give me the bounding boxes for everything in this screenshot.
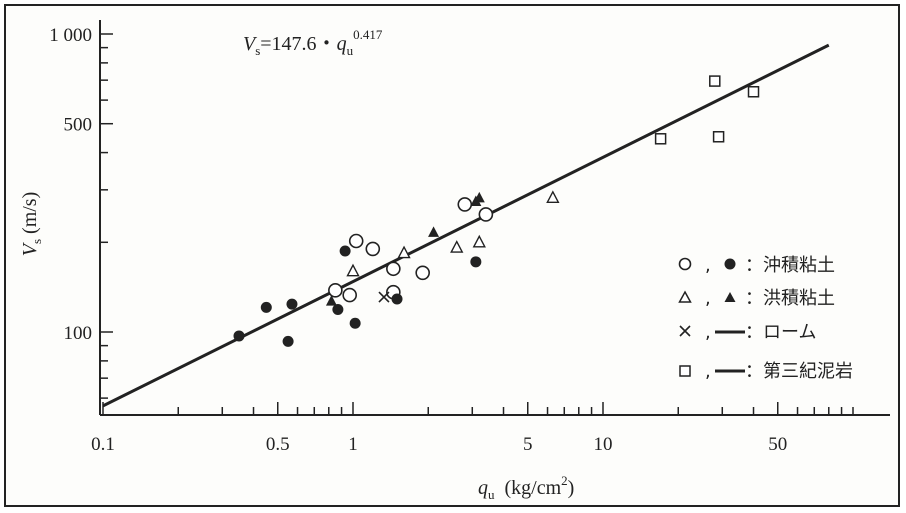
legend-sep: , <box>705 361 711 382</box>
data-point-open-square <box>747 86 760 98</box>
data-point-filled-circle <box>286 298 298 310</box>
data-point-open-circle <box>365 241 381 257</box>
data-point-filled-circle <box>260 301 272 313</box>
y-tick-label: 1 000 <box>49 25 92 46</box>
data-points <box>233 75 760 347</box>
fit-line <box>102 43 830 408</box>
legend-sep: , <box>705 255 711 276</box>
x-tick-label: 5 <box>523 434 533 455</box>
filled-triangle-icon <box>724 292 736 302</box>
legend-sep: , <box>705 322 711 343</box>
legend-sep: , <box>705 288 711 309</box>
data-point-open-triangle <box>546 190 560 204</box>
legend-item-diluvial-clay: , ：洪積粘土 <box>678 288 835 309</box>
legend-label: ：第三紀泥岩 <box>745 361 853 382</box>
data-point-open-circle <box>348 233 364 249</box>
data-point-filled-circle <box>349 317 361 329</box>
data-point-cross <box>378 291 390 303</box>
data-point-open-triangle <box>450 240 464 253</box>
cross-icon <box>679 325 691 337</box>
data-point-filled-circle <box>332 303 344 315</box>
data-point-filled-circle <box>233 330 245 342</box>
x-tick-label: 10 <box>594 434 613 455</box>
data-point-filled-triangle <box>325 295 337 306</box>
legend-label: ：ローム <box>745 322 816 343</box>
data-point-open-circle <box>457 197 473 212</box>
data-point-open-square <box>654 133 667 145</box>
data-point-open-square <box>709 75 721 87</box>
data-point-open-triangle <box>346 263 360 277</box>
y-axis-title: Vs (m/s) <box>19 192 44 257</box>
filled-circle-icon <box>724 258 736 270</box>
open-triangle-icon <box>678 290 692 303</box>
equation: Vs=147.6・qu0.417 <box>243 27 383 58</box>
x-tick-label: 0.1 <box>91 434 115 455</box>
y-tick-label: 100 <box>64 323 93 344</box>
legend-item-tertiary-mudstone: , ：第三紀泥岩 <box>679 361 853 382</box>
y-tick-label: 500 <box>64 115 93 136</box>
tick-marks <box>100 33 854 415</box>
data-point-open-circle <box>386 261 401 277</box>
data-point-filled-circle <box>391 293 403 305</box>
data-point-filled-triangle <box>473 191 485 203</box>
legend-item-loam: , ：ローム <box>679 322 816 343</box>
data-point-open-square <box>712 131 725 143</box>
data-point-open-circle <box>478 207 494 222</box>
data-point-filled-circle <box>282 335 294 347</box>
open-circle-icon <box>678 257 692 271</box>
data-point-open-triangle <box>397 245 411 259</box>
x-tick-label: 0.5 <box>266 434 290 455</box>
data-point-open-circle <box>328 283 343 298</box>
x-axis-title: qu (kg/cm2) <box>478 473 574 502</box>
open-square-icon <box>679 365 691 377</box>
data-point-filled-triangle <box>428 226 440 237</box>
legend-item-alluvial-clay: , ：沖積粘土 <box>678 255 835 276</box>
legend: , ：沖積粘土 , ：洪積粘土 , ：ローム , ：第三紀泥岩 <box>678 255 853 382</box>
data-point-filled-circle <box>470 256 482 268</box>
x-tick-label: 50 <box>768 434 787 455</box>
data-point-open-triangle <box>472 234 486 248</box>
data-point-open-circle <box>342 287 357 303</box>
legend-label: ：沖積粘土 <box>745 255 835 276</box>
x-tick-label: 1 <box>348 434 358 455</box>
data-point-open-circle <box>415 265 430 281</box>
legend-label: ：洪積粘土 <box>745 288 835 309</box>
data-point-filled-circle <box>339 245 351 257</box>
tick-labels: 0.1 0.5 1 5 10 50 100 500 1 000 <box>49 25 787 455</box>
